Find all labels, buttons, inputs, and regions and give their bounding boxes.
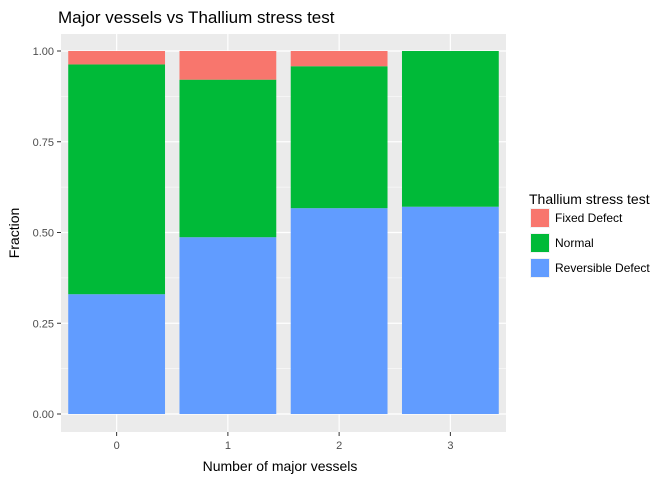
y-tick-label: 0.00	[33, 409, 54, 421]
y-tick-label: 1.00	[33, 46, 54, 58]
legend-swatch-reversible-defect	[531, 259, 549, 277]
legend-label: Reversible Defect	[555, 261, 650, 275]
x-tick-label: 0	[114, 440, 120, 452]
x-tick-label: 3	[447, 440, 453, 452]
y-tick-label: 0.75	[33, 137, 54, 149]
bar-segment-normal-3	[401, 51, 499, 207]
y-tick-label: 0.25	[33, 318, 54, 330]
bar-segment-fixed-defect-0	[68, 51, 166, 65]
x-axis-title: Number of major vessels	[203, 458, 358, 474]
legend-swatch-normal	[531, 234, 549, 252]
bar-segment-normal-1	[179, 79, 277, 238]
y-axis: 0.00 0.25 0.50 0.75 1.00	[33, 46, 61, 421]
y-axis-title: Fraction	[6, 208, 22, 259]
legend-label: Normal	[555, 236, 594, 250]
bar-segment-reversible-defect-2	[290, 208, 388, 414]
bar-segment-fixed-defect-1	[179, 51, 277, 80]
bar-segment-normal-0	[68, 64, 166, 295]
bars	[68, 51, 499, 414]
legend-swatch-fixed-defect	[531, 209, 549, 227]
chart-title: Major vessels vs Thallium stress test	[58, 8, 335, 27]
bar-segment-reversible-defect-3	[401, 206, 499, 414]
legend: Thallium stress test Fixed Defect Normal R…	[529, 191, 650, 278]
bar-segment-normal-2	[290, 66, 388, 209]
bar-segment-fixed-defect-2	[290, 51, 388, 67]
bar-segment-reversible-defect-1	[179, 237, 277, 414]
x-tick-label: 1	[225, 440, 231, 452]
bar-segment-reversible-defect-0	[68, 294, 166, 414]
y-tick-label: 0.50	[33, 228, 54, 240]
legend-title: Thallium stress test	[529, 191, 650, 207]
legend-label: Fixed Defect	[555, 211, 623, 225]
x-tick-label: 2	[336, 440, 342, 452]
x-axis: 0 1 2 3	[114, 432, 453, 452]
